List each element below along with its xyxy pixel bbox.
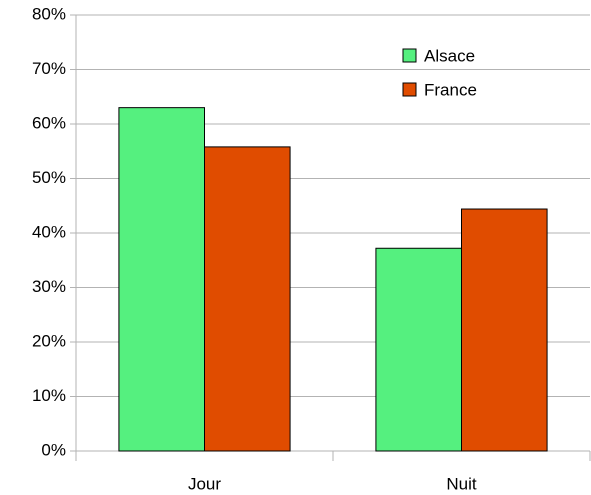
y-tick-label: 60% xyxy=(32,113,66,132)
y-tick-label: 80% xyxy=(32,4,66,23)
bar xyxy=(118,107,205,452)
bar xyxy=(461,208,548,452)
y-tick-label: 10% xyxy=(32,386,66,405)
y-tick-label: 0% xyxy=(41,440,66,459)
y-tick-label: 30% xyxy=(32,277,66,296)
bar xyxy=(204,146,291,452)
y-tick-label: 50% xyxy=(32,168,66,187)
legend-swatch xyxy=(402,48,417,63)
y-tick-label: 40% xyxy=(32,222,66,241)
x-tick-label: Nuit xyxy=(446,474,477,493)
legend-swatch xyxy=(402,82,417,97)
y-tick-label: 70% xyxy=(32,59,66,78)
bar xyxy=(375,247,463,452)
y-tick-label: 20% xyxy=(32,331,66,350)
legend-label: France xyxy=(424,80,477,99)
x-tick-label: Jour xyxy=(188,474,221,493)
legend-label: Alsace xyxy=(424,46,475,65)
